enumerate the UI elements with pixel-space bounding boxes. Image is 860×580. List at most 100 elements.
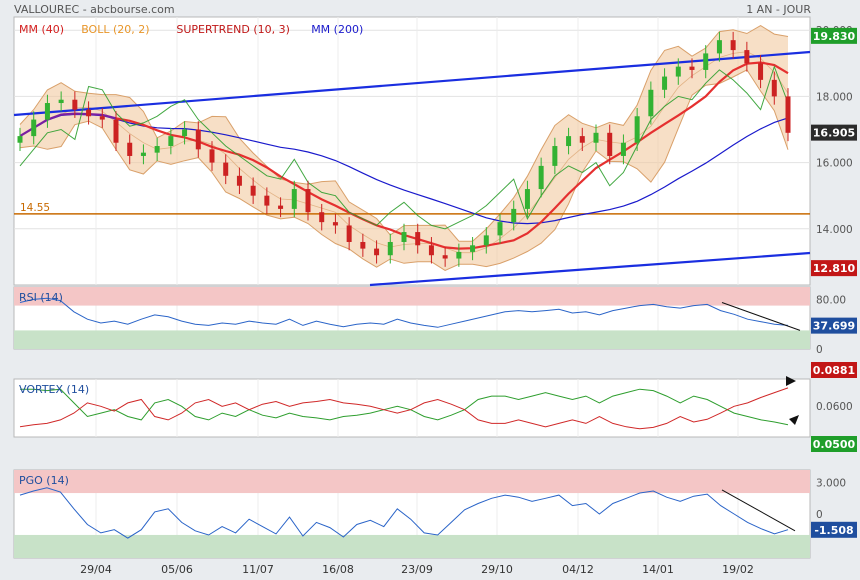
vortex-panel [13, 378, 811, 438]
candle-body [456, 251, 462, 259]
candle-body [236, 175, 242, 186]
candle-body [785, 96, 791, 133]
candle-body [415, 232, 421, 246]
candle-body [744, 50, 750, 64]
rsi-y-tick-label: 0 [816, 344, 823, 356]
pgo-line [19, 487, 789, 539]
candle-body [387, 241, 393, 256]
candle-body [168, 136, 174, 147]
rsi-overbought-zone [14, 287, 810, 306]
candle-body [662, 76, 668, 90]
pgo-y-tick-label: 0 [816, 509, 823, 521]
x-tick-label: 23/09 [401, 563, 433, 576]
candle-body [346, 225, 352, 242]
candle-body [250, 185, 256, 196]
rsi-trendline [721, 302, 801, 331]
pgo-trendline [721, 489, 796, 532]
supertrend-line [19, 65, 789, 230]
candle-body [703, 53, 709, 70]
legend-entry: MM (40) [19, 23, 64, 36]
price-y-tick-label: 16.000 [816, 158, 853, 170]
candle-body [291, 189, 297, 209]
candle-body [113, 119, 119, 143]
x-tick-label: 14/01 [642, 563, 674, 576]
candle-body [689, 66, 695, 70]
candle-body [195, 129, 201, 150]
candle-body [730, 40, 736, 51]
vortex-line [19, 387, 789, 430]
candle-body [209, 149, 215, 163]
candle-body [305, 189, 311, 213]
candle-body [17, 136, 23, 143]
rsi-badge-label: 37.699 [813, 320, 855, 333]
candle-body [648, 89, 654, 117]
pgo-lower-zone [14, 534, 810, 558]
rsi-oversold-zone [14, 330, 810, 349]
pgo-y-tick-label: 3.000 [816, 478, 846, 490]
candle-body [72, 99, 78, 110]
candle-body [140, 152, 146, 156]
x-tick-label: 29/10 [481, 563, 513, 576]
channel-lower-line [369, 251, 811, 287]
value-badge [811, 27, 857, 44]
candle-body [716, 40, 722, 54]
rsi-line [19, 297, 789, 328]
x-tick-label: 19/02 [722, 563, 754, 576]
bollinger-lower-line [19, 69, 789, 271]
pgo-badge-label: -1.508 [814, 524, 853, 537]
candle-body [566, 136, 572, 147]
price-y-tick-label: 14.000 [816, 224, 853, 236]
candle-body [771, 79, 777, 97]
legend-entry: MM (200) [311, 23, 363, 36]
candle-body [620, 142, 626, 156]
candle-body [524, 189, 530, 209]
x-tick-label: 11/07 [242, 563, 274, 576]
candle-body [44, 103, 50, 120]
candle-body [511, 208, 517, 223]
value-badge-label: 16.905 [813, 127, 855, 140]
ma40-line [115, 61, 789, 250]
candle-body [758, 63, 764, 80]
vortex-badge [811, 362, 857, 378]
candle-body [634, 116, 640, 143]
x-tick-label: 29/04 [80, 563, 112, 576]
rsi-badge [811, 317, 857, 334]
pgo-badge [811, 521, 857, 538]
candle-body [552, 146, 558, 166]
chart-title: VALLOUREC - abcbourse.com [14, 3, 175, 16]
rsi-y-tick-label: 80.00 [816, 294, 846, 306]
candle-body [154, 146, 160, 153]
candle-body [99, 116, 105, 120]
candle-body [182, 129, 188, 137]
candle-body [374, 248, 380, 256]
candle-body [360, 241, 366, 249]
vortex-y-tick-label: 0.0600 [816, 401, 853, 413]
candle-body [86, 109, 92, 117]
pgo-legend: PGO (14) [19, 474, 69, 487]
vortex-badge-label: 0.0881 [813, 364, 855, 377]
x-tick-label: 05/06 [161, 563, 193, 576]
vortex-line [20, 388, 789, 426]
vortex-arrow [786, 376, 796, 386]
candle-body [675, 66, 681, 77]
candle-body [593, 132, 599, 143]
candle-body [538, 165, 544, 190]
legend-entry: BOLL (20, 2) [81, 23, 149, 36]
candle-body [319, 212, 325, 223]
candle-body [223, 162, 229, 176]
x-tick-label: 16/08 [322, 563, 354, 576]
legend-entry: SUPERTREND (10, 3) [176, 23, 290, 36]
bollinger-band [20, 25, 788, 271]
candle-body [31, 119, 37, 137]
candle-body [579, 136, 585, 143]
candle-body [483, 235, 489, 246]
candle-body [497, 222, 503, 236]
pgo-upper-zone [14, 470, 810, 494]
candle-body [332, 222, 338, 226]
vortex-badge [811, 436, 857, 452]
value-badge [811, 124, 857, 141]
candle-body [607, 132, 613, 156]
candle-body [470, 245, 476, 252]
candle-body [278, 205, 284, 209]
vortex-legend: VORTEX (14) [19, 383, 89, 396]
